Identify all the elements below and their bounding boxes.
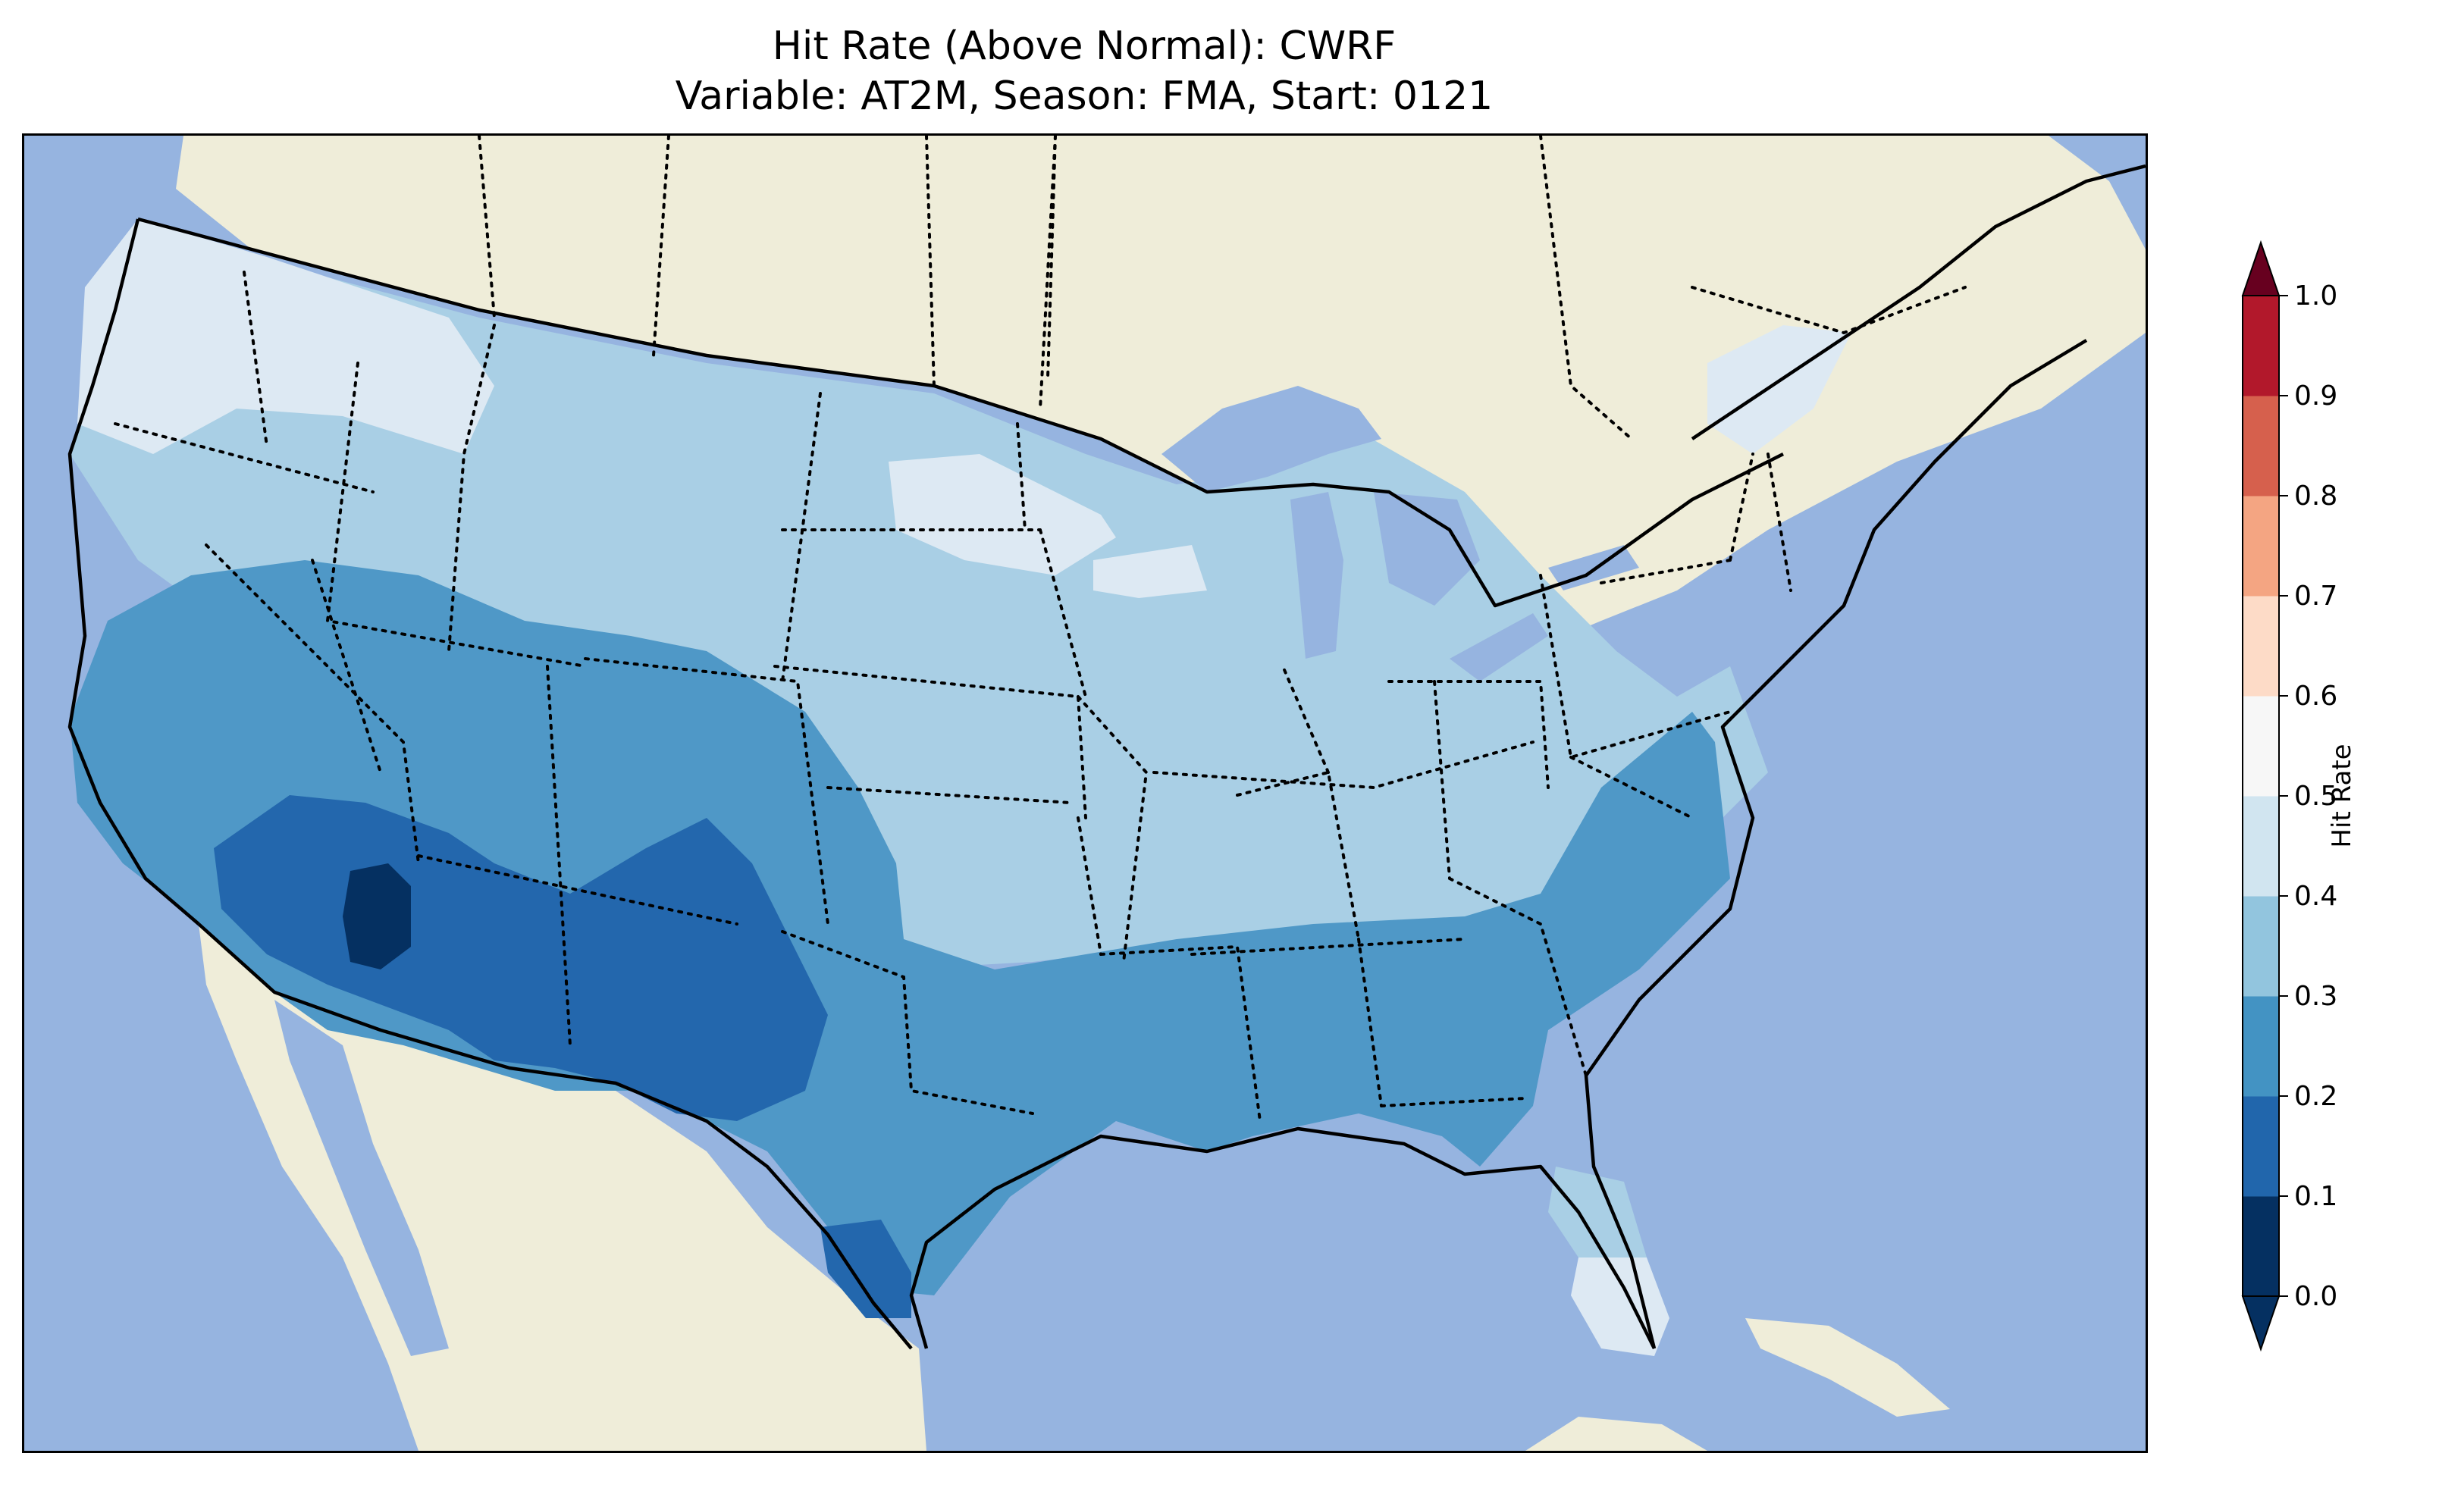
colorbar-tick-label: 0.0 <box>2294 1281 2337 1312</box>
colorbar-tick-label: 0.8 <box>2294 481 2337 512</box>
map-panel <box>22 133 2148 1453</box>
colorbar-tick-label: 0.4 <box>2294 881 2337 912</box>
us-class-0.0-0.1 <box>343 863 411 969</box>
mexico-land <box>199 924 926 1451</box>
gulf-of-california <box>274 1000 449 1356</box>
title-line-2: Variable: AT2M, Season: FMA, Start: 0121 <box>675 74 1494 119</box>
colorbar-bin <box>2243 996 2279 1097</box>
canada-land <box>176 136 2146 689</box>
colorbar-tick-label: 0.9 <box>2294 381 2337 412</box>
colorbar-tick-label: 0.6 <box>2294 681 2337 712</box>
colorbar: 0.0 0.1 0.2 0.3 0.4 0.5 0.6 0.7 0.8 0.9 1.0 Hit Ra… <box>2241 240 2357 1352</box>
lake-michigan <box>1290 492 1343 659</box>
lake-erie <box>1450 613 1548 681</box>
lake-superior <box>1161 386 1381 492</box>
colorbar-label: Hit Rate <box>2327 744 2357 847</box>
colorbar-bin <box>2243 1196 2279 1297</box>
colorbar-extend-over <box>2241 240 2281 296</box>
title-line-1: Hit Rate (Above Normal): CWRF <box>772 23 1397 69</box>
yucatan-land <box>1525 1417 1707 1451</box>
colorbar-bin <box>2243 896 2279 997</box>
us-class-0.1-0.2-south-texas <box>820 1220 911 1318</box>
colorbar-tick-label: 0.7 <box>2294 581 2337 612</box>
colorbar-tick-label: 0.5 <box>2294 781 2337 812</box>
colorbar-bin <box>2243 1096 2279 1197</box>
maritime-land <box>1965 310 2086 386</box>
colorbar-tick-label: 0.1 <box>2294 1181 2337 1212</box>
cuba-land <box>1745 1318 1950 1417</box>
colorbar-tick-label: 1.0 <box>2294 280 2337 312</box>
us-class-0.4-0.5-minnesota <box>889 454 1116 575</box>
colorbar-bins <box>2241 240 2281 1352</box>
state-borders <box>114 271 1792 1123</box>
us-class-0.2-0.3 <box>70 560 1730 1295</box>
colorbar-bin <box>2243 596 2279 697</box>
lake-huron <box>1374 492 1480 606</box>
province-borders <box>478 136 1967 440</box>
colorbar-ticks: 0.0 0.1 0.2 0.3 0.4 0.5 0.6 0.7 0.8 0.9 1.0 <box>2279 280 2337 1312</box>
us-class-0.4-0.5-northwest <box>77 219 494 454</box>
us-west-coastline <box>67 218 200 926</box>
colorbar-bin <box>2243 296 2279 396</box>
us-mexico-border <box>197 922 913 1350</box>
colorbar-extend-under <box>2241 1295 2281 1352</box>
us-class-0.4-0.5-illinois <box>1093 545 1207 598</box>
us-canada-border <box>137 217 1785 608</box>
colorbar-bin <box>2243 496 2279 597</box>
colorbar-tick-label: 0.2 <box>2294 1081 2337 1112</box>
colorbar-bin <box>2243 796 2279 897</box>
canada-st-lawrence-coastline <box>1691 164 2146 440</box>
colorbar-tick-label: 0.3 <box>2294 981 2337 1012</box>
map-canvas <box>24 136 2146 1451</box>
us-east-coastline <box>1584 339 2088 1349</box>
map-title: Hit Rate (Above Normal): CWRF Variable: … <box>0 21 2168 121</box>
colorbar-bin <box>2243 396 2279 496</box>
us-gulf-coastline <box>909 1126 1657 1350</box>
colorbar-bin <box>2243 696 2279 797</box>
